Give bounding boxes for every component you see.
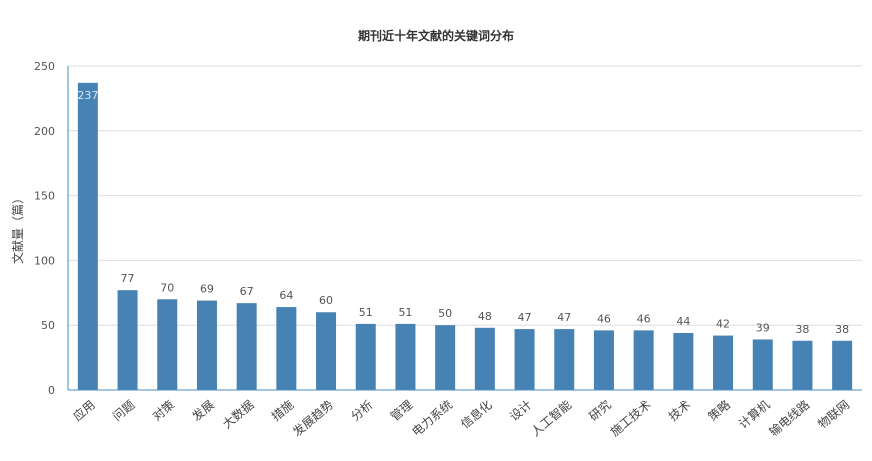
bar	[633, 330, 654, 390]
x-tick-label: 问题	[110, 398, 137, 424]
data-label: 48	[478, 310, 492, 323]
data-label: 77	[121, 272, 135, 285]
bar	[157, 299, 178, 390]
x-tick-label: 设计	[507, 398, 534, 424]
bar	[514, 329, 535, 390]
bar	[474, 327, 495, 390]
bar	[395, 323, 416, 390]
x-tick-label: 措施	[269, 398, 296, 424]
data-label: 64	[279, 289, 293, 302]
x-tick-label: 管理	[387, 397, 415, 424]
data-label: 51	[359, 306, 373, 319]
y-tick-label: 50	[41, 319, 55, 332]
data-label: 42	[716, 318, 730, 331]
data-label: 38	[795, 323, 809, 336]
data-label: 67	[240, 285, 254, 298]
data-label: 47	[557, 311, 571, 324]
bar	[792, 340, 813, 390]
y-tick-labels: 0 50 100 150 200 250	[34, 60, 55, 397]
bar	[276, 307, 297, 390]
bars	[77, 82, 853, 391]
data-label: 51	[398, 306, 412, 319]
bar	[196, 300, 217, 390]
x-tick-label: 对策	[150, 398, 177, 424]
x-tick-label: 物联网	[815, 398, 852, 432]
data-label: 60	[319, 294, 333, 307]
bar	[77, 82, 98, 391]
y-tick-label: 150	[34, 190, 55, 203]
bar	[752, 339, 773, 390]
x-tick-label: 输电线路	[766, 397, 812, 439]
bar	[593, 330, 614, 390]
x-tick-label: 电力系统	[409, 398, 455, 440]
bar	[117, 290, 138, 390]
y-axis-label: 文献量（篇）	[10, 192, 25, 264]
data-label: 46	[637, 312, 651, 325]
data-label: 47	[518, 311, 532, 324]
x-tick-label: 大数据	[219, 397, 256, 432]
bar	[236, 303, 257, 390]
x-tick-label: 施工技术	[608, 398, 654, 440]
y-tick-label: 250	[34, 60, 55, 73]
data-label: 39	[756, 321, 770, 334]
x-tick-label: 应用	[70, 397, 98, 424]
chart-title: 期刊近十年文献的关键词分布	[358, 28, 514, 43]
y-tick-label: 0	[48, 384, 55, 397]
bar	[673, 332, 694, 390]
bar	[713, 335, 734, 390]
data-label: 44	[676, 315, 690, 328]
data-label: 38	[835, 323, 849, 336]
y-tick-label: 100	[34, 254, 55, 267]
data-label: 237	[77, 89, 98, 102]
data-label: 50	[438, 307, 452, 320]
data-label: 70	[160, 281, 174, 294]
bar	[316, 312, 337, 390]
x-tick-label: 信息化	[458, 397, 495, 432]
x-tick-label: 分析	[348, 398, 375, 424]
x-tick-label: 发展趋势	[290, 397, 336, 439]
x-tick-label: 研究	[586, 397, 614, 424]
x-tick-label: 计算机	[735, 397, 772, 432]
y-tick-label: 200	[34, 125, 55, 138]
value-labels: 237 77 70 69 67 64 60 51 51 50 48 47 47 46 46 44 42 39 38 3…	[77, 89, 849, 336]
bar	[554, 329, 575, 390]
data-label: 46	[597, 312, 611, 325]
x-tick-label: 技术	[666, 398, 693, 424]
gridlines	[68, 65, 862, 326]
data-label: 69	[200, 283, 214, 296]
x-tick-label: 策略	[705, 397, 733, 424]
x-tick-label: 人工智能	[528, 397, 574, 439]
bar	[832, 340, 853, 390]
bar	[355, 323, 376, 390]
bar	[435, 325, 456, 390]
axes	[67, 66, 862, 391]
x-tick-label: 发展	[189, 397, 217, 424]
